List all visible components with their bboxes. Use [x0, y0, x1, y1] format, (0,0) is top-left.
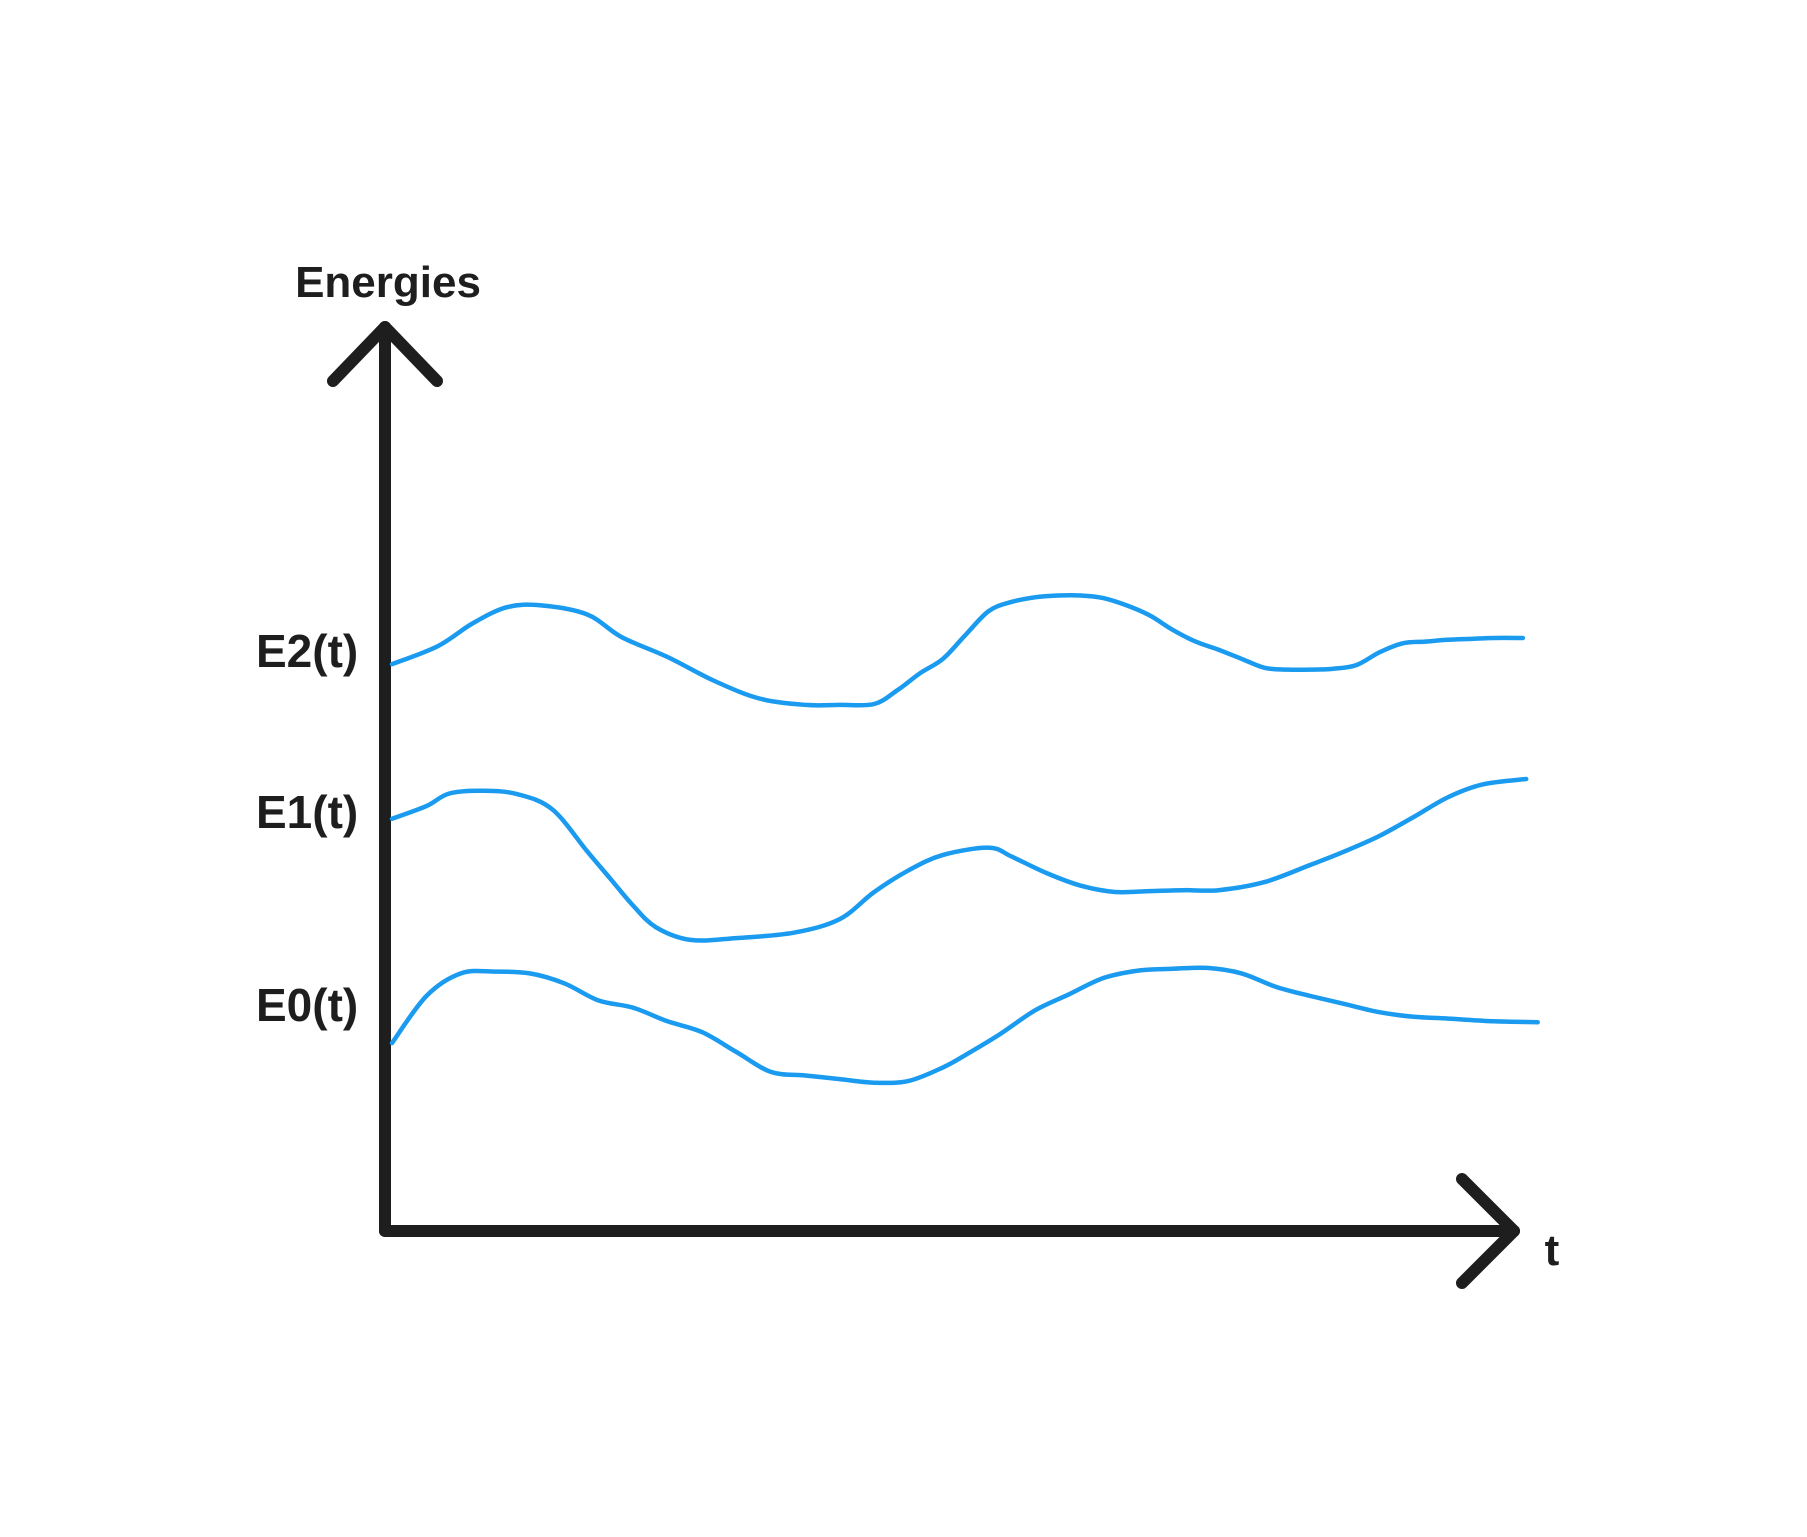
- y-axis-arrowhead: [327, 321, 443, 387]
- x-axis-label: t: [1545, 1226, 1560, 1275]
- series-label-e1t: E1(t): [256, 786, 358, 838]
- y-axis: [327, 321, 443, 1237]
- series-layer: [389, 592, 1540, 1086]
- series-label-layer: E2(t) E1(t) E0(t): [256, 625, 358, 1031]
- series-label-e2t: E2(t): [256, 625, 358, 677]
- x-axis: [379, 1173, 1520, 1289]
- series-line-e1t: [389, 776, 1529, 943]
- series-label-e0t: E0(t): [256, 979, 358, 1031]
- y-axis-label: Energies: [295, 258, 481, 307]
- x-axis-arrowhead: [1456, 1173, 1520, 1289]
- series-line-e0t: [389, 965, 1540, 1086]
- series-line-e2t: [389, 592, 1526, 708]
